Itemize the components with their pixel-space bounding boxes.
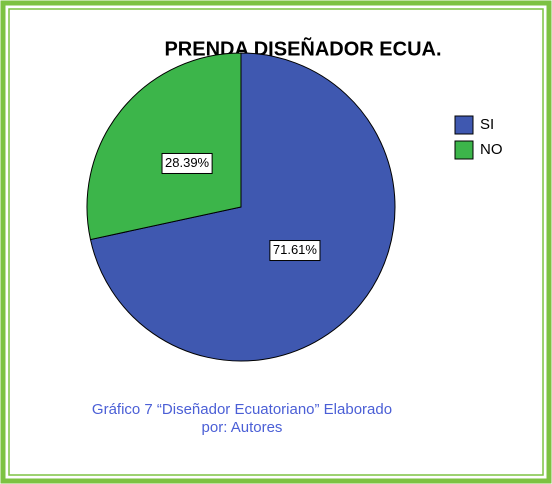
data-label-box — [161, 152, 213, 174]
caption: Gráfico 7 “Diseñador Ecuatoriano” Elabor… — [92, 401, 392, 418]
inner-frame — [8, 8, 544, 476]
data-label-box — [269, 240, 321, 262]
pie-slice — [86, 52, 242, 241]
pie-slice — [89, 52, 396, 362]
data-label: 71.61% — [273, 242, 318, 257]
caption: por: Autores — [202, 419, 283, 436]
legend-swatch — [454, 140, 474, 160]
data-label: 28.39% — [165, 155, 210, 170]
legend-label: NO — [480, 141, 503, 158]
legend-label: SI — [480, 116, 494, 133]
legend-swatch — [454, 115, 474, 135]
